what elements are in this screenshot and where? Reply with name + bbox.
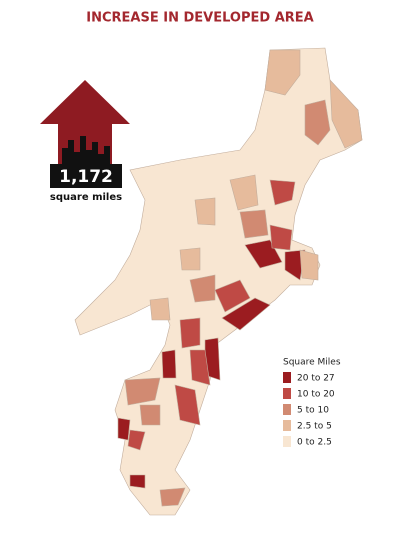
county bbox=[189, 349, 211, 386]
legend-swatch bbox=[283, 372, 291, 383]
county bbox=[139, 404, 161, 426]
legend-swatch bbox=[283, 420, 291, 431]
county bbox=[117, 417, 131, 441]
legend-title: Square Miles bbox=[283, 358, 341, 368]
county bbox=[159, 487, 186, 507]
county bbox=[221, 297, 271, 331]
county bbox=[161, 349, 177, 379]
callout-value: 1,172 bbox=[59, 167, 113, 187]
callout-unit: square miles bbox=[50, 192, 122, 203]
arrow bbox=[40, 80, 130, 166]
county bbox=[264, 49, 301, 96]
county bbox=[127, 429, 146, 451]
county bbox=[194, 197, 216, 226]
skyline bbox=[62, 136, 110, 166]
county bbox=[284, 249, 306, 281]
county bbox=[214, 279, 251, 313]
county bbox=[124, 377, 161, 406]
legend-label: 5 to 10 bbox=[297, 406, 329, 416]
county bbox=[174, 384, 201, 426]
legend-swatch bbox=[283, 388, 291, 399]
legend-label: 0 to 2.5 bbox=[297, 438, 332, 448]
legend-swatch bbox=[283, 404, 291, 415]
county bbox=[239, 209, 269, 239]
county bbox=[179, 317, 201, 349]
county bbox=[329, 79, 363, 149]
county bbox=[229, 174, 259, 211]
legend-label: 10 to 20 bbox=[297, 390, 335, 400]
legend: Square Miles 20 to 27 10 to 20 5 to 10 2.5 … bbox=[283, 358, 341, 448]
county bbox=[189, 274, 216, 303]
map bbox=[74, 47, 363, 516]
callout-icon: 1,172 square miles bbox=[40, 80, 130, 203]
county bbox=[149, 297, 171, 321]
county bbox=[179, 247, 201, 271]
legend-label: 20 to 27 bbox=[297, 374, 335, 384]
title: INCREASE IN DEVELOPED AREA bbox=[86, 11, 313, 26]
county bbox=[269, 179, 296, 206]
county bbox=[129, 474, 146, 489]
county bbox=[269, 224, 293, 251]
legend-label: 2.5 to 5 bbox=[297, 422, 332, 432]
legend-swatch bbox=[283, 436, 291, 447]
county bbox=[304, 99, 331, 146]
county bbox=[299, 249, 319, 281]
value-box bbox=[50, 164, 122, 188]
